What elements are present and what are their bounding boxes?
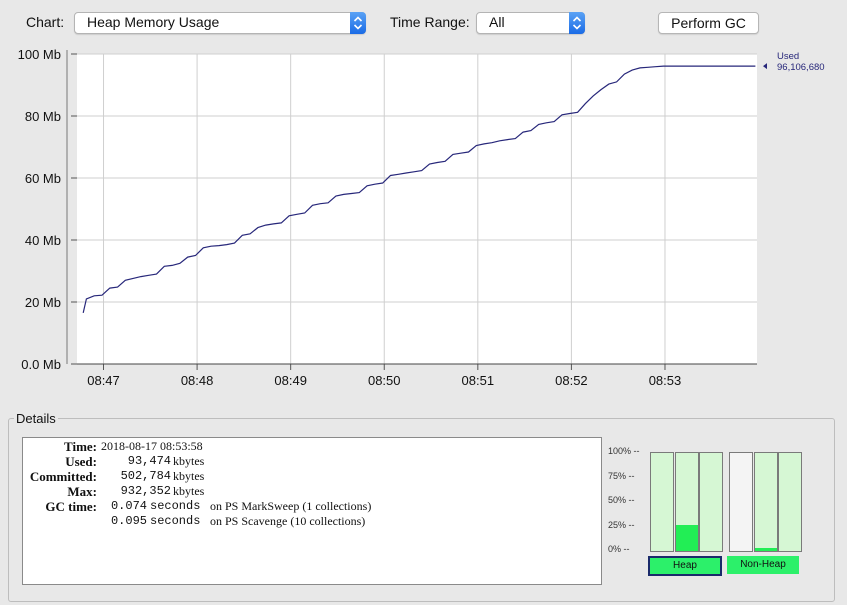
y-tick-label: 20 Mb [25, 295, 61, 310]
x-tick-label: 08:53 [649, 373, 682, 388]
chart-select[interactable]: Heap Memory Usage [74, 12, 366, 34]
memory-pool-bar-fill [675, 524, 698, 551]
x-tick-label: 08:51 [462, 373, 495, 388]
details-unit: seconds [150, 499, 201, 513]
chart-area: 100 Mb 80 Mb 60 Mb 40 Mb 20 Mb 0.0 Mb 08:47 08:… [0, 40, 847, 410]
details-key: Time: [64, 439, 97, 454]
details-text-area: Time: 2018-08-17 08:53:58 Used: 93,474 kbyte… [22, 437, 602, 585]
percent-axis-label: 0% -- [608, 544, 630, 554]
percent-axis-label: 25% -- [608, 519, 635, 530]
memory-pool-bar[interactable] [699, 452, 723, 552]
details-key: Used: [65, 454, 97, 469]
memory-pool-bar[interactable] [674, 452, 699, 552]
details-unit: seconds [150, 514, 201, 528]
details-value: 2018-08-17 08:53:58 [101, 439, 203, 453]
memory-pools-chart: 100% -- 75% -- 50% -- 25% -- 0% -- Heap Non-H… [606, 440, 831, 585]
details-suffix: on PS MarkSweep (1 collections) [210, 499, 372, 513]
memory-pool-bar-fill [754, 548, 777, 551]
y-tick-label: 40 Mb [25, 233, 61, 248]
memory-pool-bar[interactable] [729, 452, 753, 552]
x-tick-label: 08:48 [181, 373, 214, 388]
series-legend-label: Used [777, 51, 799, 62]
chart-label: Chart: [26, 14, 65, 30]
details-key: Committed: [29, 469, 97, 484]
details-unit: kbytes [173, 454, 205, 468]
details-value: 932,352 [120, 484, 171, 498]
memory-pool-bar[interactable] [753, 452, 778, 552]
details-unit: kbytes [173, 484, 205, 498]
percent-axis-label: 75% -- [608, 470, 635, 481]
percent-axis-label: 50% -- [608, 495, 635, 505]
time-range-select-arrows-icon[interactable] [569, 12, 585, 34]
chart-select-value: Heap Memory Usage [87, 14, 220, 30]
x-tick-label: 08:47 [87, 373, 120, 388]
time-range-select[interactable]: All [476, 12, 585, 34]
heap-legend-button[interactable]: Heap [648, 556, 722, 576]
y-tick-label: 0.0 Mb [21, 357, 61, 372]
details-key: GC time: [45, 499, 97, 514]
used-series-line [82, 65, 756, 314]
time-range-select-value: All [489, 14, 505, 30]
memory-pool-bar[interactable] [650, 452, 674, 552]
time-range-label: Time Range: [390, 14, 470, 30]
details-panel [8, 418, 835, 602]
x-tick-label: 08:50 [368, 373, 401, 388]
memory-pool-bar[interactable] [778, 452, 802, 552]
x-tick-label: 08:49 [274, 373, 307, 388]
y-tick-label: 60 Mb [25, 171, 61, 186]
percent-axis-label: 100% -- [608, 446, 640, 456]
details-value: 0.074 [110, 499, 147, 513]
details-value: 0.095 [110, 514, 147, 528]
non-heap-legend-button[interactable]: Non-Heap [727, 556, 799, 574]
heap-chart: 100 Mb 80 Mb 60 Mb 40 Mb 20 Mb 0.0 Mb 08:47 08:… [18, 47, 825, 388]
details-value: 502,784 [120, 469, 171, 483]
chart-select-arrows-icon[interactable] [350, 12, 366, 34]
details-key: Max: [67, 484, 97, 499]
x-tick-label: 08:52 [555, 373, 588, 388]
y-tick-label: 100 Mb [18, 47, 61, 62]
y-tick-label: 80 Mb [25, 109, 61, 124]
series-current-value: 96,106,680 [777, 62, 825, 73]
current-value-marker-icon [763, 63, 767, 70]
details-value: 93,474 [127, 454, 171, 468]
details-suffix: on PS Scavenge (10 collections) [210, 514, 366, 528]
details-unit: kbytes [173, 469, 205, 483]
plot-background [77, 54, 757, 364]
perform-gc-button[interactable]: Perform GC [658, 12, 759, 34]
details-title: Details [14, 411, 58, 426]
